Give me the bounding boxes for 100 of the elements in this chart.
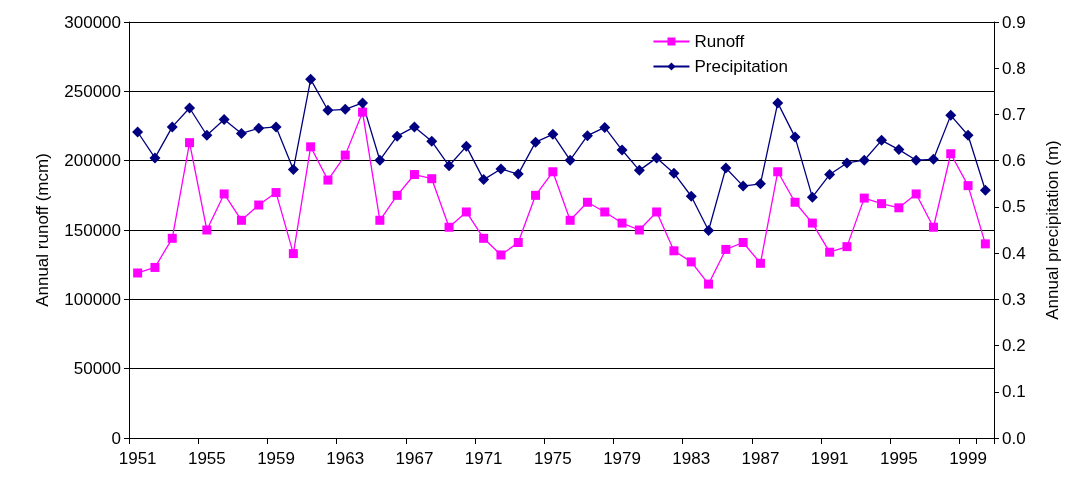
point: [479, 233, 489, 243]
point: [841, 157, 853, 169]
point: [150, 262, 160, 272]
y-tick-label: 100000: [64, 289, 121, 309]
point: [236, 215, 246, 225]
point: [652, 207, 662, 217]
point: [754, 178, 766, 190]
point: [634, 225, 644, 235]
x-tick-label: 1963: [326, 449, 365, 468]
point: [564, 154, 576, 166]
point: [340, 150, 350, 160]
point: [858, 154, 870, 166]
point: [374, 154, 386, 166]
point: [963, 181, 973, 191]
point: [391, 130, 403, 142]
point: [444, 222, 454, 232]
y2-tick-label: 0.1: [1002, 382, 1026, 402]
point: [737, 180, 749, 192]
y2-tick-label: 0.7: [1002, 104, 1026, 124]
point: [530, 136, 542, 148]
point: [703, 224, 715, 236]
point: [669, 246, 679, 256]
point: [685, 190, 697, 202]
point: [409, 170, 419, 180]
point: [806, 191, 818, 203]
point: [426, 135, 438, 147]
point: [270, 121, 282, 133]
point: [133, 268, 143, 278]
point: [720, 162, 732, 174]
point: [876, 134, 888, 146]
point: [893, 144, 905, 156]
point: [219, 189, 229, 199]
point: [790, 197, 800, 207]
y-axis-title: Annual runoff (mcm): [33, 153, 52, 307]
y-tick-label: 150000: [64, 220, 121, 240]
point: [979, 184, 991, 196]
point: [911, 189, 921, 199]
point: [167, 233, 177, 243]
y-tick-label: 50000: [73, 359, 121, 379]
point: [513, 237, 523, 247]
point: [980, 239, 990, 249]
point: [184, 102, 196, 114]
x-tick-label: 1987: [741, 449, 780, 468]
point: [582, 197, 592, 207]
point: [894, 203, 904, 213]
x-tick-label: 1951: [118, 449, 157, 468]
point: [704, 279, 714, 289]
legend-label: Precipitation: [694, 57, 789, 76]
point: [287, 163, 299, 175]
point: [686, 257, 696, 267]
point: [254, 200, 264, 210]
point: [305, 73, 317, 85]
point: [531, 190, 541, 200]
point: [322, 104, 334, 116]
point: [427, 174, 437, 184]
point: [478, 174, 490, 186]
point: [738, 237, 748, 247]
point: [323, 175, 333, 185]
point: [721, 244, 731, 254]
point: [132, 126, 144, 138]
y2-tick-label: 0.5: [1002, 197, 1026, 217]
x-tick-label: 1983: [672, 449, 711, 468]
point: [927, 153, 939, 165]
point: [946, 149, 956, 159]
point: [271, 188, 281, 198]
point: [600, 207, 610, 217]
point: [218, 114, 230, 126]
point: [253, 122, 265, 134]
point: [149, 152, 161, 164]
point: [201, 129, 213, 141]
point: [617, 218, 627, 228]
y-tick-label: 250000: [64, 81, 121, 101]
point: [877, 199, 887, 209]
y2-tick-label: 0.2: [1002, 336, 1026, 356]
y2-axis-title: Annual precipitation (m): [1043, 140, 1062, 320]
point: [599, 121, 611, 133]
point: [945, 109, 957, 121]
x-tick-label: 1999: [949, 449, 987, 468]
point: [962, 129, 974, 141]
y2-tick-label: 0.4: [1002, 243, 1026, 263]
y2-tick-label: 0.3: [1002, 289, 1026, 309]
point: [375, 215, 385, 225]
point: [807, 218, 817, 228]
point: [306, 142, 316, 152]
x-tick-label: 1995: [879, 449, 918, 468]
point: [824, 169, 836, 181]
x-tick-label: 1971: [464, 449, 503, 468]
x-tick-label: 1959: [257, 449, 295, 468]
point: [651, 152, 663, 164]
point: [235, 127, 247, 139]
y2-tick-label: 0.6: [1002, 151, 1026, 171]
point: [512, 168, 524, 180]
y-tick-label: 300000: [64, 12, 121, 32]
point: [616, 144, 628, 156]
point: [565, 215, 575, 225]
y-tick-label: 0: [111, 428, 121, 448]
point: [548, 167, 558, 177]
x-tick-label: 1955: [187, 449, 226, 468]
y2-tick-label: 0.0: [1002, 428, 1026, 448]
point: [772, 97, 784, 109]
